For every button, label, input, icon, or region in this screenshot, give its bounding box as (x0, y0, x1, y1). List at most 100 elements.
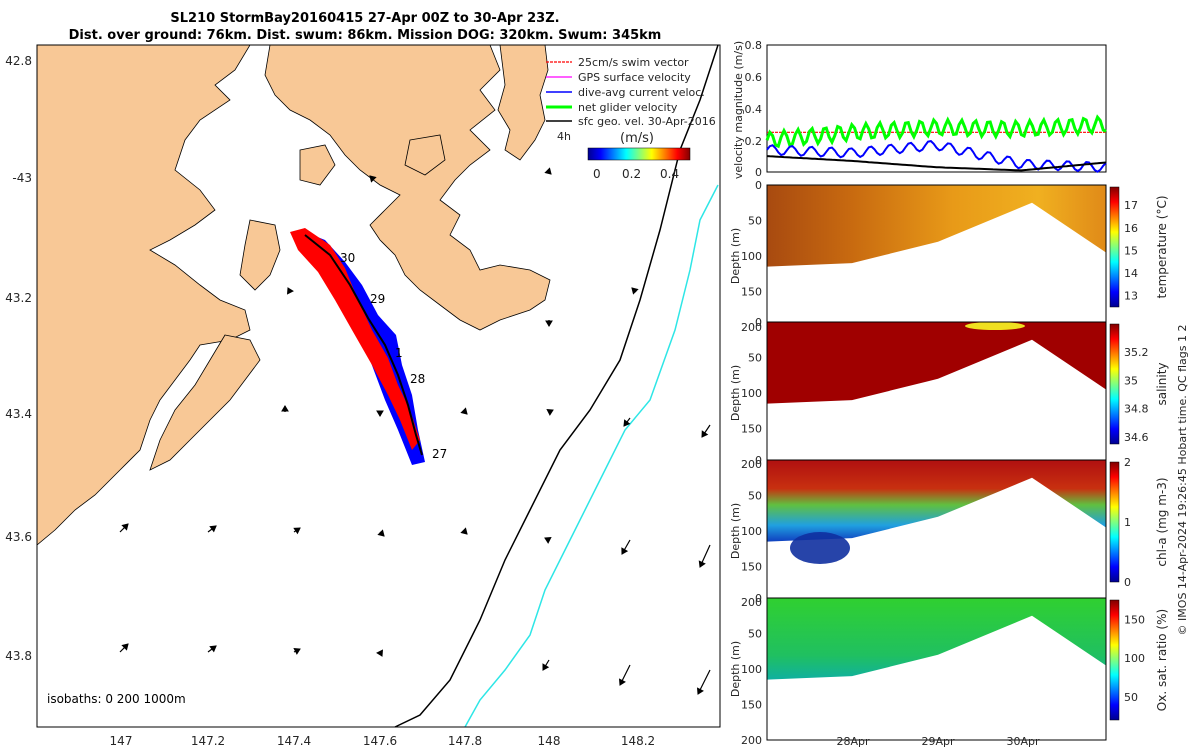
vel-tick-label: 0 (755, 166, 762, 179)
colorbar-tick-label: 2 (1124, 456, 1131, 469)
map-y-axis: 42.8 -43 43.2 43.4 43.6 43.8 (5, 54, 32, 663)
depth-tick-label: 50 (748, 490, 762, 503)
depth-tick-label: 0 (755, 179, 762, 192)
section-colorbar (1109, 186, 1120, 308)
depth-ylabel: Depth (m) (729, 228, 742, 284)
colorbar-tick-label: 150 (1124, 613, 1145, 626)
section-feature (790, 532, 850, 564)
vector-arrowhead (621, 547, 629, 555)
depth-tick-label: 200 (741, 596, 762, 609)
vector-arrowhead (544, 536, 552, 544)
depth-tick-label: 100 (741, 525, 762, 538)
day-label: 1 (395, 346, 403, 360)
land-mass (37, 45, 551, 546)
depth-tick-label: 150 (741, 561, 762, 574)
vel-tick-label: 0.2 (745, 135, 763, 148)
colorbar-tick-label: 34.8 (1124, 403, 1149, 416)
velocity-ylabel: velocity magnitude (m/s) (732, 41, 745, 179)
colorbar-label: Ox. sat. ratio (%) (1155, 609, 1169, 711)
colorbar-unit: (m/s) (620, 131, 654, 146)
section-panel-temperature: 0 50 100 150 200 Depth (m) 13 14 15 16 17 temperatu… (729, 179, 1169, 334)
depth-tick-label: 150 (741, 699, 762, 712)
vector-arrowhead (698, 560, 706, 568)
vector-arrowhead (286, 287, 294, 295)
colorbar-tick-label: 1 (1124, 516, 1131, 529)
legend-net-velocity: net glider velocity (578, 101, 678, 114)
isobath-1000m (394, 44, 719, 728)
section-data-fill (767, 322, 1106, 404)
figure-title-line2: Dist. over ground: 76km. Dist. swum: 86k… (68, 28, 662, 43)
colorbar-tick: 0.2 (622, 167, 641, 181)
vector-arrowhead (281, 405, 289, 412)
legend-gps-velocity: GPS surface velocity (578, 71, 691, 84)
colorbar-tick-label: 0 (1124, 576, 1131, 589)
vector-arrowhead (546, 408, 554, 416)
y-tick-label: 43.8 (5, 649, 32, 663)
vector-arrowhead (542, 663, 550, 671)
depth-tick-label: 50 (748, 352, 762, 365)
section-panel-chla: 0 50 100 150 200 Depth (m) 0 1 2 chl-a (mg m-3) (729, 454, 1169, 609)
depth-tick-label: 100 (741, 387, 762, 400)
colorbar-tick: 0 (593, 167, 601, 181)
y-tick-label: 43.6 (5, 530, 32, 544)
legend-swim-vector: 25cm/s swim vector (578, 56, 689, 69)
section-colorbar (1109, 461, 1120, 583)
colorbar-label: temperature (°C) (1155, 196, 1169, 299)
day-label: 27 (432, 447, 447, 461)
section-panel-salinity: 0 50 100 150 200 Depth (m) 34.6 34.8 35 35.2 salin… (729, 316, 1169, 471)
colorbar-tick-label: 13 (1124, 290, 1138, 303)
colorbar-tick-label: 50 (1124, 691, 1138, 704)
depth-tick-label: 0 (755, 316, 762, 329)
vector-arrowhead (209, 525, 217, 533)
vector-arrowhead (377, 529, 385, 537)
vector-arrowhead (618, 678, 626, 686)
velocity-series-line (766, 155, 1107, 172)
vector-arrowhead (631, 287, 639, 295)
speed-colorbar (587, 147, 691, 161)
colorbar-tick-label: 14 (1124, 267, 1138, 280)
x-tick-label: 147.4 (277, 734, 311, 748)
depth-tick-label: 150 (741, 286, 762, 299)
depth-tick-label: 150 (741, 423, 762, 436)
section-data-fill (767, 460, 1106, 542)
y-tick-label: 43.4 (5, 407, 32, 421)
depth-tick-label: 100 (741, 250, 762, 263)
depth-tick-label: 50 (748, 628, 762, 641)
depth-ylabel: Depth (m) (729, 503, 742, 559)
map-panel: 30 29 1 28 27 isobaths: 0 200 1000m 25cm… (5, 44, 721, 748)
depth-tick-label: 0 (755, 592, 762, 605)
x-tick-label: 147.6 (363, 734, 397, 748)
section-colorbar (1109, 323, 1120, 445)
x-tick-label: 147.2 (191, 734, 225, 748)
isobath-200m (464, 184, 719, 728)
depth-tick-label: 100 (741, 663, 762, 676)
vector-arrowhead (369, 175, 377, 183)
vector-arrowhead (544, 167, 552, 175)
section-feature (965, 322, 1025, 330)
figure-title-line1: SL210 StormBay20160415 27-Apr 00Z to 30-… (170, 11, 560, 26)
vector-arrowhead (293, 647, 301, 655)
y-tick-label: 43.2 (5, 291, 32, 305)
colorbar-tick-label: 35.2 (1124, 346, 1149, 359)
section-data-fill (767, 598, 1106, 680)
colorbar-label: chl-a (mg m-3) (1155, 477, 1169, 566)
vel-tick-label: 0.6 (745, 71, 763, 84)
isobaths-label: isobaths: 0 200 1000m (47, 692, 186, 706)
vel-tick-label: 0.4 (745, 103, 763, 116)
vector-arrowhead (121, 643, 129, 651)
colorbar-tick-label: 17 (1124, 199, 1138, 212)
depth-tick-label: 200 (741, 321, 762, 334)
velocity-series-line (766, 140, 1107, 173)
x-tick-label: 147 (110, 734, 133, 748)
depth-tick-label: 200 (741, 734, 762, 747)
vector-arrowhead (376, 649, 384, 657)
section-panel-oxygen: 0 50 100 150 200 Depth (m) 50 100 150 Ox. sat. ra… (729, 592, 1169, 747)
day-label: 29 (370, 292, 385, 306)
vel-tick-label: 0.8 (745, 39, 763, 52)
x-tick-label: 148.2 (621, 734, 655, 748)
colorbar-tick: 0.4 (660, 167, 679, 181)
time-tick-label: 29Apr (921, 735, 955, 748)
section-data-fill (767, 185, 1106, 267)
colorbar-tick-label: 35 (1124, 374, 1138, 387)
